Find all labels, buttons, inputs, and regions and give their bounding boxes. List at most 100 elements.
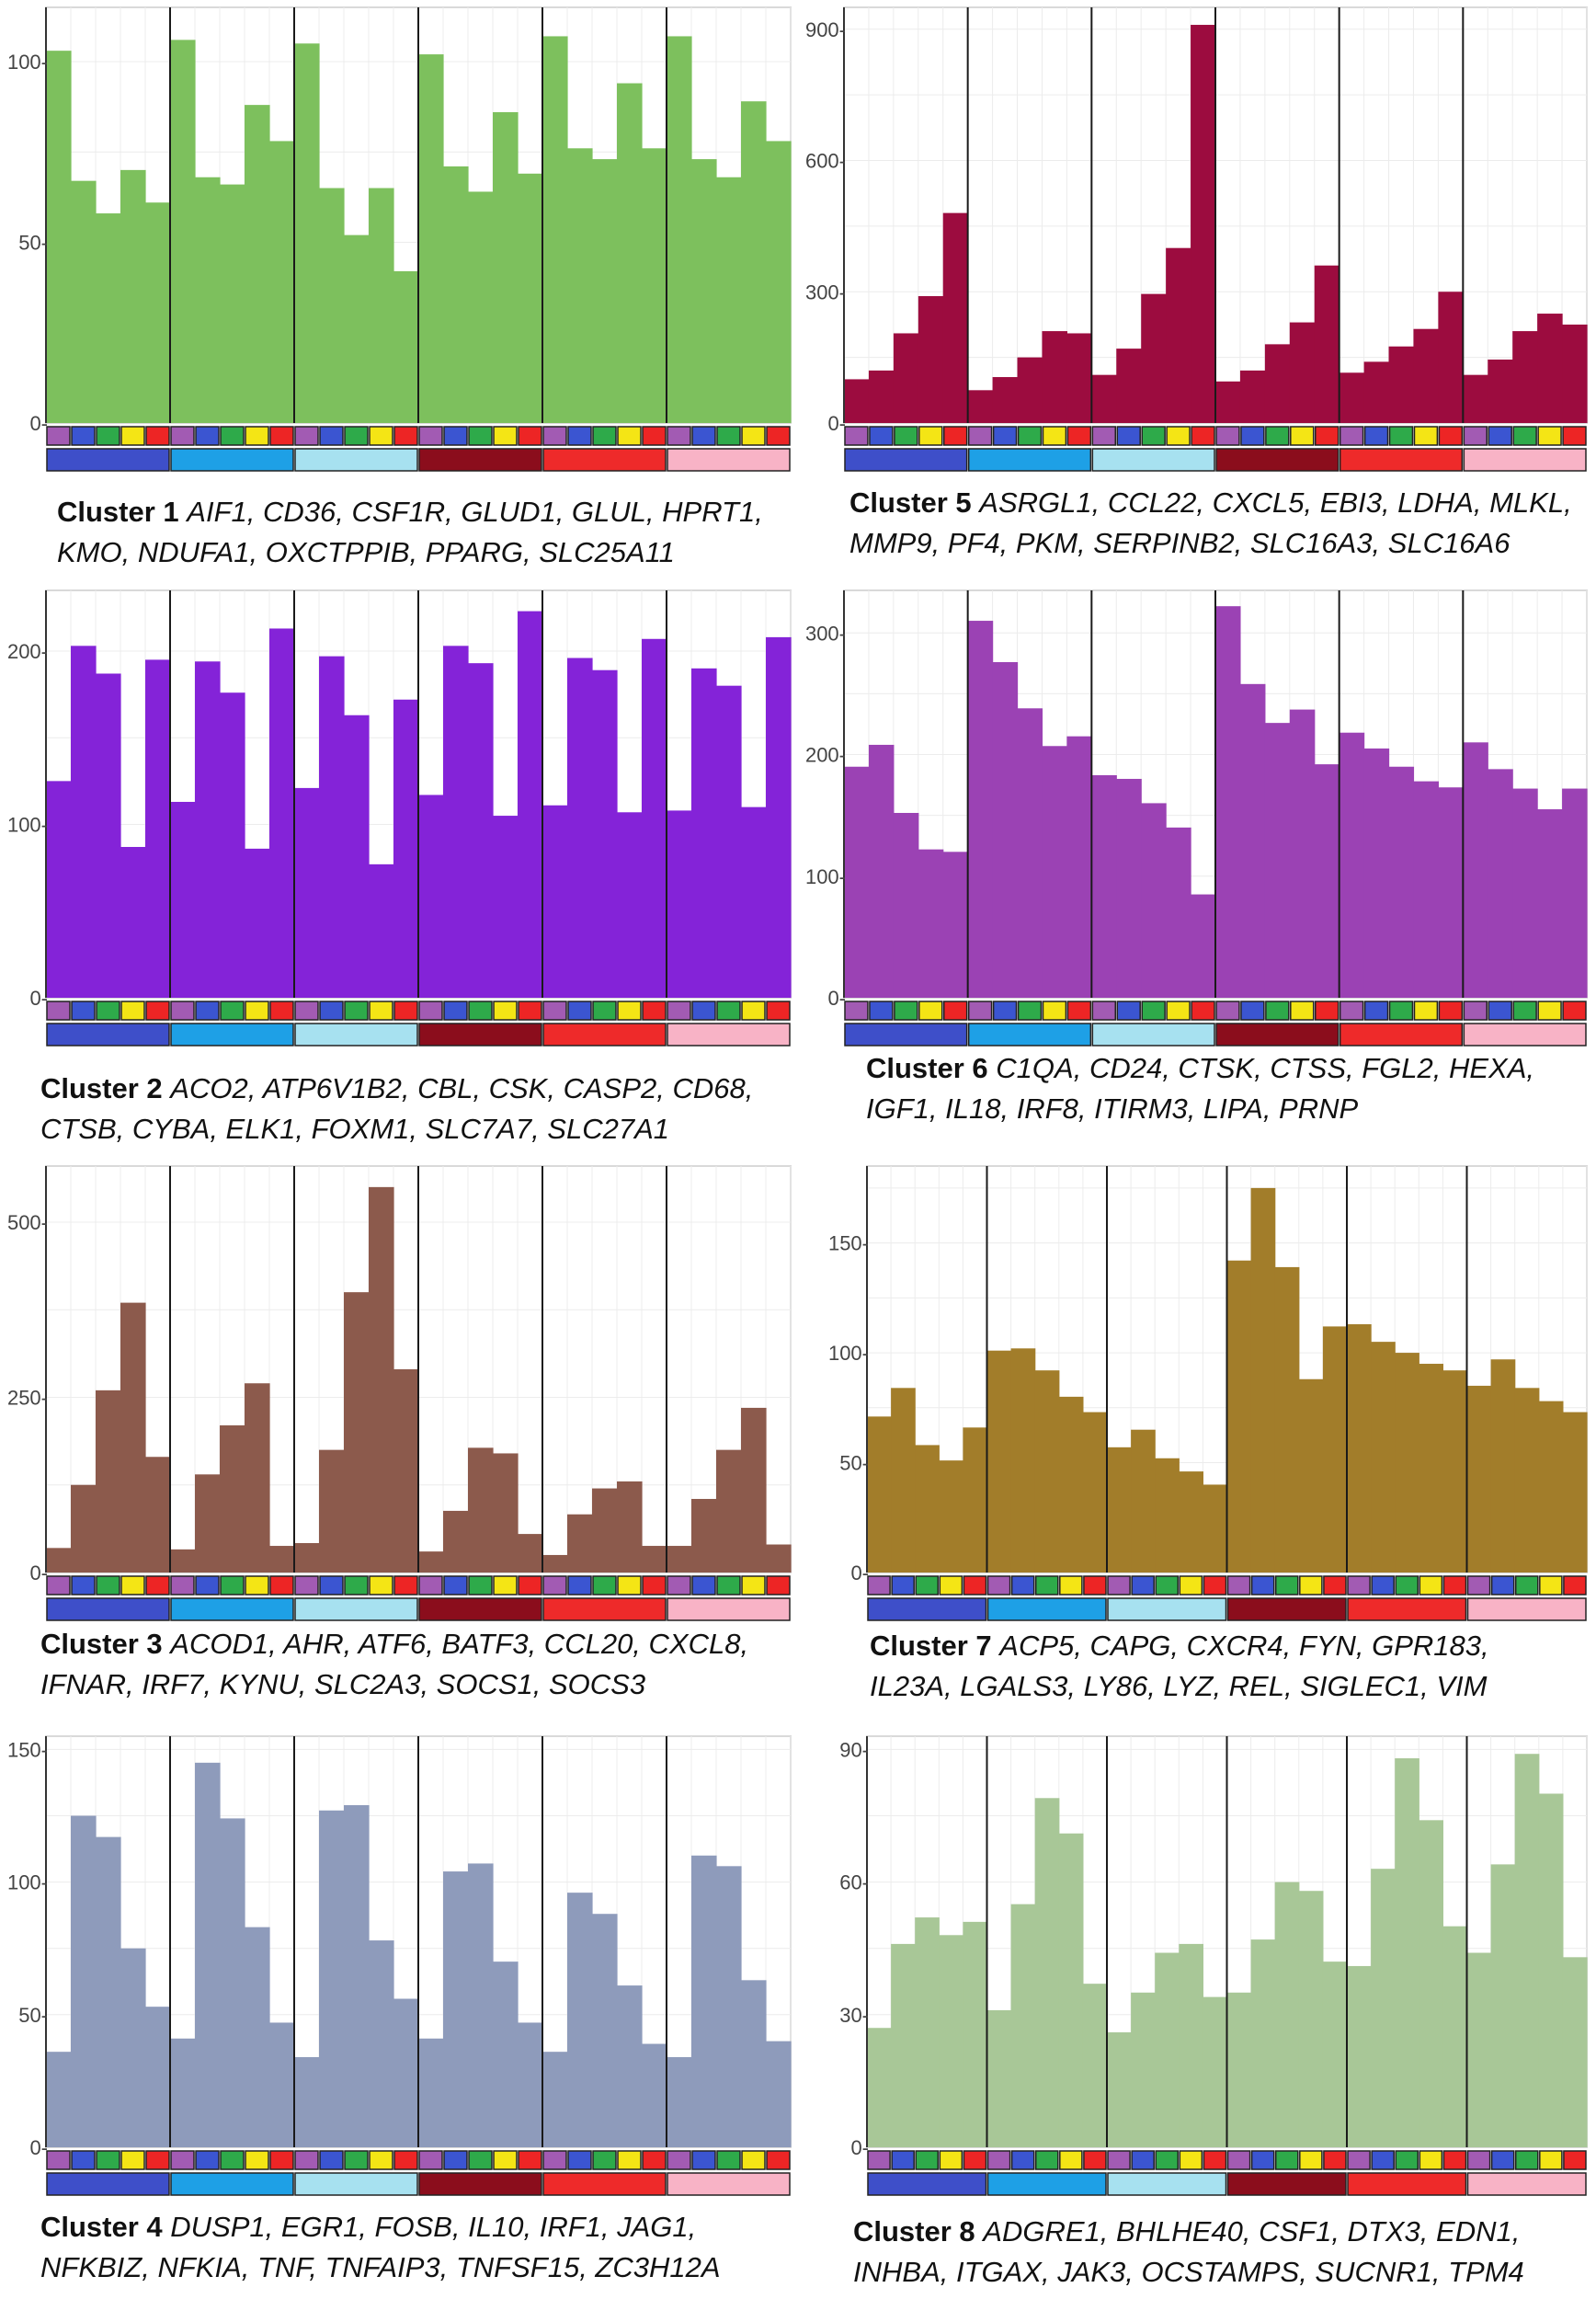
cluster-8-bar-2 bbox=[891, 1943, 916, 2147]
cluster-1-condition-swatch bbox=[542, 426, 567, 446]
cluster-7-condition-swatch bbox=[1034, 1575, 1059, 1596]
cluster-2-condition-swatch bbox=[46, 1001, 71, 1021]
cluster-4-bar-2 bbox=[71, 1815, 97, 2147]
cluster-7-bar-16 bbox=[1226, 1260, 1252, 1573]
cluster-7-bar-29 bbox=[1538, 1401, 1564, 1573]
cluster-3-condition-swatch bbox=[642, 1575, 667, 1596]
cluster-8-bar-26 bbox=[1466, 1952, 1492, 2147]
cluster-7-condition-swatch bbox=[1395, 1575, 1419, 1596]
cluster-7-condition-swatch bbox=[867, 1575, 891, 1596]
cluster-7-bar-9 bbox=[1058, 1396, 1084, 1573]
cluster-5-title: Cluster 5 bbox=[849, 486, 972, 519]
cluster-1-bar-11 bbox=[294, 43, 320, 423]
cluster-7-bar-22 bbox=[1371, 1342, 1396, 1573]
cluster-6-condition-swatch bbox=[869, 1001, 894, 1021]
cluster-4-bar-11 bbox=[294, 2056, 320, 2147]
cluster-5-bar-28 bbox=[1512, 331, 1538, 423]
cluster-8-bar-30 bbox=[1562, 1957, 1588, 2147]
cluster-8-condition-swatch bbox=[1155, 2150, 1180, 2170]
cluster-4-condition-swatch bbox=[269, 2150, 294, 2170]
cluster-4-bar-14 bbox=[369, 1940, 394, 2147]
cluster-8-bar-28 bbox=[1514, 1754, 1540, 2147]
cluster-2-condition-swatch bbox=[667, 1001, 691, 1021]
cluster-4-condition-swatch bbox=[344, 2150, 369, 2170]
cluster-5-condition-swatch bbox=[1191, 426, 1215, 446]
cluster-8-y-tick-label: 30- bbox=[839, 2004, 869, 2027]
cluster-4-y-tick-label: 100- bbox=[7, 1871, 48, 1894]
cluster-6-bar-4 bbox=[918, 849, 944, 998]
cluster-1-bar-30 bbox=[766, 141, 792, 423]
cluster-4-bar-10 bbox=[269, 2022, 295, 2147]
cluster-8-condition-swatch bbox=[963, 2150, 987, 2170]
cluster-2-condition-swatch bbox=[245, 1001, 269, 1021]
cluster-7-condition-swatch bbox=[1274, 1575, 1299, 1596]
cluster-2-condition-swatch bbox=[319, 1001, 344, 1021]
cluster-3-condition-swatch bbox=[120, 1575, 145, 1596]
cluster-1-condition-swatch bbox=[145, 426, 170, 446]
cluster-4-condition-swatch bbox=[691, 2150, 716, 2170]
cluster-7-condition-swatch bbox=[1226, 1575, 1251, 1596]
panel-cluster-4: 0- 50- 100- 150- Cluster 4 DUSP1, EGR1, FOS… bbox=[0, 1729, 798, 2299]
cluster-4-bar-26 bbox=[667, 2056, 692, 2147]
cluster-3-bar-9 bbox=[245, 1383, 270, 1573]
cluster-5-y-tick-label: 0- bbox=[827, 412, 846, 435]
cluster-3-condition-swatch bbox=[741, 1575, 766, 1596]
cluster-2-condition-swatch bbox=[518, 1001, 542, 1021]
cluster-4-bar-12 bbox=[319, 1810, 345, 2147]
cluster-7-condition-swatch bbox=[1083, 1575, 1107, 1596]
cluster-5-bar-18 bbox=[1264, 344, 1291, 423]
cluster-4-bar-18 bbox=[468, 1863, 494, 2147]
cluster-3-bar-19 bbox=[493, 1453, 519, 1573]
cluster-5-bar-12 bbox=[1116, 349, 1142, 423]
cluster-5-condition-swatch bbox=[1512, 426, 1537, 446]
cluster-2-genes-line2: CTSB, CYBA, ELK1, FOXM1, SLC7A7, SLC27A1 bbox=[40, 1113, 670, 1145]
cluster-8-condition-swatch bbox=[1442, 2150, 1467, 2170]
cluster-4-condition-swatch bbox=[46, 2150, 71, 2170]
cluster-5-condition-swatch bbox=[1116, 426, 1141, 446]
cluster-4-bar-5 bbox=[145, 2007, 171, 2147]
cluster-3-genes: ACOD1, AHR, ATF6, BATF3, CCL20, CXCL8, bbox=[170, 1628, 749, 1660]
cluster-3-condition-swatch bbox=[691, 1575, 716, 1596]
cluster-5-group-swatch bbox=[1339, 448, 1464, 472]
cluster-2-bar-17 bbox=[443, 646, 469, 998]
panel-cluster-1: 0- 50- 100- Cluster 1 AIF1, CD36, CSF1R, G… bbox=[0, 0, 798, 570]
cluster-7-condition-swatch bbox=[1539, 1575, 1563, 1596]
cluster-3-y-tick-label: 0- bbox=[29, 1561, 48, 1584]
cluster-3-condition-swatch bbox=[269, 1575, 294, 1596]
cluster-5-condition-swatch bbox=[1215, 426, 1240, 446]
cluster-6-bar-16 bbox=[1215, 606, 1241, 998]
cluster-3-condition-swatch bbox=[369, 1575, 393, 1596]
cluster-4-bar-7 bbox=[195, 1762, 221, 2147]
cluster-3-group-swatch bbox=[667, 1597, 791, 1621]
cluster-1-bar-6 bbox=[170, 40, 196, 424]
cluster-4-bar-19 bbox=[493, 1962, 519, 2147]
cluster-6-condition-swatch bbox=[1537, 1001, 1562, 1021]
cluster-6-condition-swatch bbox=[1438, 1001, 1464, 1021]
cluster-4-condition-swatch bbox=[145, 2150, 170, 2170]
cluster-8-condition-swatch bbox=[1250, 2150, 1275, 2170]
cluster-5-group-swatch bbox=[1215, 448, 1340, 472]
cluster-7-condition-swatch bbox=[1010, 1575, 1035, 1596]
cluster-8-condition-swatch bbox=[891, 2150, 915, 2170]
cluster-6-condition-swatch bbox=[1512, 1001, 1537, 1021]
cluster-1-bar-1 bbox=[46, 51, 72, 423]
cluster-6-group-swatch bbox=[1463, 1023, 1587, 1047]
cluster-3-group-swatch bbox=[418, 1597, 542, 1621]
cluster-2-bar-19 bbox=[493, 816, 519, 998]
cluster-6-condition-swatch bbox=[1388, 1001, 1414, 1021]
cluster-4-condition-swatch bbox=[393, 2150, 418, 2170]
cluster-3-bar-3 bbox=[96, 1390, 121, 1573]
cluster-7-bar-12 bbox=[1131, 1429, 1156, 1573]
cluster-4-bar-23 bbox=[592, 1914, 618, 2147]
cluster-7-bar-25 bbox=[1442, 1370, 1468, 1573]
cluster-1-bar-20 bbox=[518, 173, 543, 424]
cluster-8-legend bbox=[867, 2150, 1587, 2196]
cluster-4-bar-21 bbox=[542, 2052, 568, 2147]
cluster-1-bar-12 bbox=[319, 188, 345, 423]
cluster-3-condition-swatch bbox=[170, 1575, 195, 1596]
cluster-4-bar-1 bbox=[46, 2052, 72, 2147]
cluster-1-bar-5 bbox=[145, 202, 171, 423]
cluster-1-condition-swatch bbox=[220, 426, 245, 446]
cluster-5-bar-6 bbox=[967, 390, 994, 423]
cluster-6-bar-6 bbox=[967, 621, 994, 998]
